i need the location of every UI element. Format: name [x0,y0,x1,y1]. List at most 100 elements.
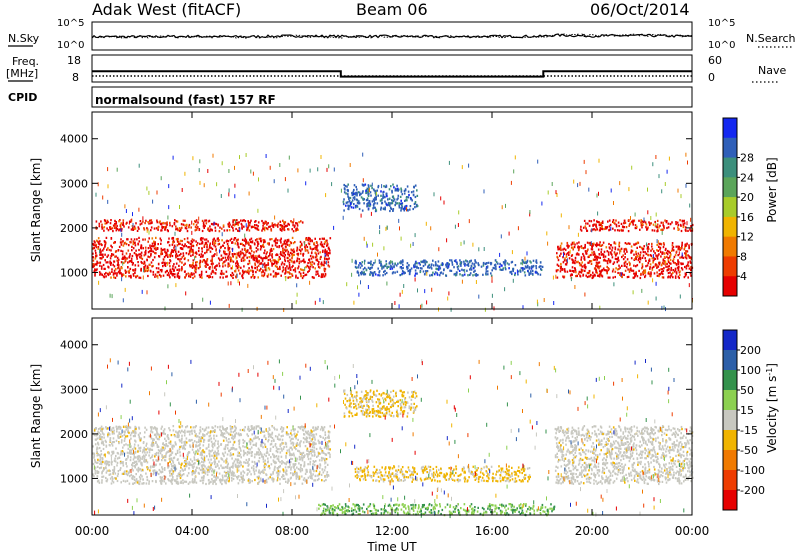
echo-cell [370,260,372,263]
echo-cell [134,242,136,245]
echo-cell [172,464,175,467]
echo-cell [124,204,126,209]
echo-cell [269,258,271,261]
echo-cell [280,241,282,244]
echo-cell [271,264,273,267]
echo-cell [213,266,216,269]
echo-cell [580,268,583,271]
echo-cell [381,184,383,189]
echo-cell [314,454,316,457]
echo-cell [282,434,284,437]
echo-cell [200,239,202,242]
echo-cell [472,267,475,270]
echo-cell [370,211,372,216]
echo-cell [119,269,121,272]
echo-cell [155,227,158,230]
echo-cell [604,255,607,258]
echo-cell [212,446,214,449]
echo-cell [323,264,325,267]
echo-cell [252,465,255,468]
echo-cell [651,229,654,232]
echo-cell [116,228,119,231]
echo-cell [279,257,281,260]
echo-cell [674,267,677,270]
echo-cell [242,256,245,259]
echo-cell [461,279,463,284]
echo-cell [480,265,483,268]
echo-cell [195,252,198,255]
echo-cell [278,256,281,259]
echo-cell [291,257,293,260]
echo-cell [342,215,344,220]
echo-cell [326,244,328,247]
echo-cell [319,470,321,474]
echo-cell [436,272,438,275]
echo-cell [403,192,406,195]
echo-cell [238,254,241,257]
power-image [92,152,694,312]
echo-cell [391,189,393,192]
echo-cell [309,262,312,265]
echo-cell [454,272,457,276]
echo-cell [666,262,668,265]
echo-cell [593,228,595,231]
echo-cell [236,260,238,263]
echo-cell [621,255,623,259]
echo-cell [261,219,263,223]
echo-cell [359,266,362,269]
echo-cell [201,219,204,222]
echo-cell [288,255,291,258]
echo-cell [595,269,598,272]
echo-cell [227,258,230,261]
echo-cell [301,454,303,457]
echo-cell [116,259,118,262]
echo-cell [490,272,492,275]
echo-cell [365,189,367,193]
echo-cell [291,434,293,437]
echo-cell [212,241,213,246]
echo-cell [593,219,595,222]
echo-cell [539,265,541,268]
echo-cell [274,215,276,220]
echo-cell [313,276,315,279]
echo-cell [192,223,195,226]
echo-cell [243,478,245,481]
echo-cell [351,191,353,195]
echo-cell [231,457,233,460]
echo-cell [280,274,282,277]
echo-cell [650,254,653,257]
echo-cell [686,263,689,266]
echo-cell [324,261,326,264]
echo-cell [387,201,390,205]
echo-cell [598,270,601,273]
echo-cell [291,255,294,258]
echo-cell [525,261,527,264]
echo-cell [231,436,233,440]
echo-cell [478,247,480,252]
echo-cell [158,435,161,438]
echo-cell [126,257,128,260]
echo-cell [279,267,281,271]
echo-cell [274,260,276,263]
echo-cell [531,269,534,272]
echo-cell [636,264,639,267]
echo-cell [463,262,465,266]
echo-cell [590,220,593,223]
echo-cell [659,246,662,249]
echo-cell [317,439,320,442]
echo-cell [463,260,465,263]
echo-cell [510,261,513,264]
echo-cell [109,437,112,440]
echo-cell [146,466,148,469]
echo-cell [661,272,664,275]
echo-cell [313,461,316,464]
echo-cell [231,479,233,482]
echo-cell [419,263,421,266]
echo-cell [661,263,663,266]
echo-cell [511,272,513,276]
echo-cell [131,225,134,228]
echo-cell [607,253,610,256]
echo-cell [450,259,453,262]
echo-cell [229,440,232,443]
echo-cell [324,250,326,253]
